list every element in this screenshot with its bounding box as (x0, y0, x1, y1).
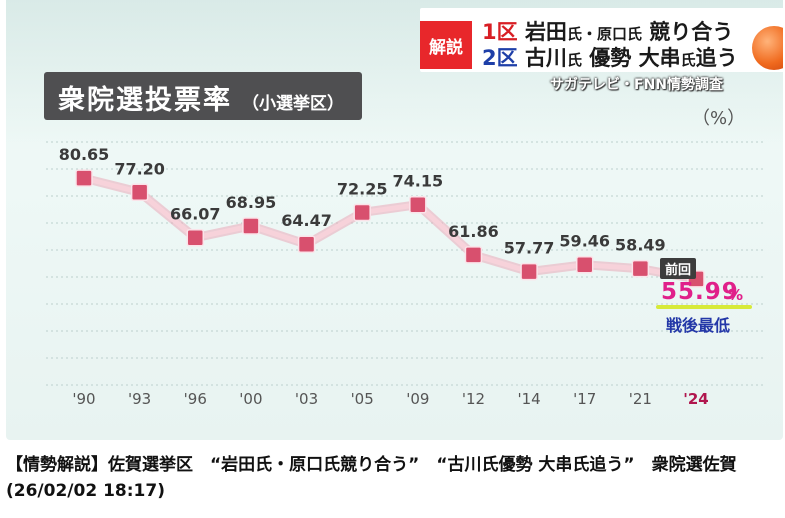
chart-subtitle: （小選挙区） (242, 94, 344, 114)
series-line (83, 175, 697, 282)
source-credit: サガテレビ・FNN情勢調査 (550, 77, 723, 93)
data-label: 74.15 (393, 172, 444, 191)
x-tick-label: '90 (72, 390, 95, 408)
x-tick-label: '17 (573, 390, 596, 408)
caption-text: 古川 (524, 46, 567, 70)
last-value-label: 55.99 (661, 279, 739, 305)
last-value-percent: % (728, 286, 744, 304)
data-label: 72.25 (337, 179, 388, 198)
data-point (130, 183, 149, 202)
x-tick-label: '96 (184, 390, 207, 408)
postwar-low-note: 戦後最低 (666, 316, 731, 335)
data-point (464, 246, 483, 264)
chart-frame: 衆院選投票率 （小選挙区） （%） 80.65 77.20 66.07 68.95 64… (6, 0, 783, 440)
caption-text: 氏・原口 (566, 25, 627, 43)
caption-text: 岩田 (524, 20, 567, 44)
x-tick-label: '21 (629, 390, 652, 408)
caption-text: 氏 (626, 25, 642, 43)
data-label: 61.86 (448, 222, 499, 241)
data-label: 80.65 (59, 145, 110, 164)
caption-text: 氏 (680, 51, 696, 69)
decorative-orb (752, 26, 783, 70)
caption-line-2: 2区 古川氏 優勢 大串氏追う (482, 42, 738, 72)
district-1: 1区 (482, 20, 518, 44)
x-tick-label: '93 (128, 390, 151, 408)
data-point (297, 235, 316, 253)
data-label: 77.20 (114, 159, 165, 178)
caption-bar (420, 8, 783, 72)
data-point (631, 259, 650, 278)
highlight-underline (656, 305, 752, 309)
data-point (409, 195, 427, 214)
data-point (186, 228, 205, 247)
x-tick-label: '09 (406, 390, 429, 408)
x-tick-label: '00 (239, 390, 262, 408)
data-label: 66.07 (170, 205, 221, 224)
data-label: 64.47 (281, 211, 332, 230)
explainer-tag: 解説 (420, 21, 472, 69)
data-point (520, 262, 538, 281)
data-point (75, 169, 93, 187)
x-tick-label: '14 (517, 390, 540, 408)
video-headline[interactable]: 【情勢解説】佐賀選挙区 “岩田氏・原口氏競り合う” “古川氏優勢 大串氏追う” … (6, 455, 737, 501)
data-label: 68.95 (226, 193, 277, 212)
data-point (575, 255, 594, 274)
previous-badge: 前回 (660, 258, 697, 279)
x-tick-label: '24 (683, 390, 708, 408)
district-2: 2区 (482, 46, 518, 70)
data-label: 57.77 (504, 239, 555, 258)
chart-title: 衆院選投票率 (58, 85, 232, 116)
caption-text: 競り合う (649, 20, 734, 44)
x-tick-label: '05 (351, 390, 374, 408)
x-tick-label: '03 (295, 390, 318, 408)
data-label: 59.46 (559, 232, 610, 251)
data-label: 58.49 (615, 236, 666, 255)
x-tick-label: '12 (462, 390, 485, 408)
data-point (353, 203, 371, 222)
caption-text: 優勢 大串 (589, 46, 681, 70)
caption-text: 追う (695, 46, 738, 70)
unit-label: （%） (692, 108, 746, 129)
caption-text: 氏 (566, 51, 582, 69)
data-point (242, 217, 260, 235)
chart-title-box: 衆院選投票率 （小選挙区） (44, 72, 362, 120)
caption-line-1: 1区 岩田氏・原口氏 競り合う (482, 16, 733, 46)
